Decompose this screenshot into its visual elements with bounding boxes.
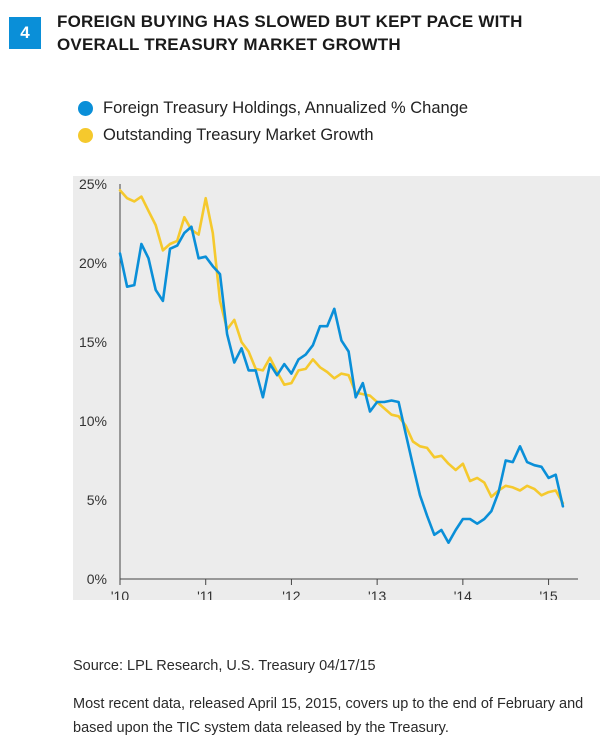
x-tick-label: '14 [454, 588, 472, 600]
figure-number-badge: 4 [9, 17, 41, 49]
legend-item-foreign-holdings: Foreign Treasury Holdings, Annualized % … [78, 95, 468, 122]
legend-label-foreign-holdings: Foreign Treasury Holdings, Annualized % … [103, 99, 469, 117]
x-tick-label: '11 [197, 588, 214, 600]
chart-legend: Foreign Treasury Holdings, Annualized % … [78, 95, 468, 149]
y-tick-label: 5% [87, 492, 107, 508]
y-tick-label: 0% [87, 571, 107, 587]
legend-marker-market-growth [78, 128, 93, 143]
legend-marker-foreign-holdings [78, 101, 93, 116]
legend-label-market-growth: Outstanding Treasury Market Growth [103, 126, 374, 144]
footnote: Most recent data, released April 15, 201… [73, 696, 584, 736]
x-tick-label: '13 [368, 588, 386, 600]
x-tick-label: '12 [282, 588, 300, 600]
source-line: Source: LPL Research, U.S. Treasury 04/1… [73, 658, 376, 674]
x-tick-label: '10 [111, 588, 129, 600]
chart-background [73, 176, 600, 600]
series-line-foreign-holdings [118, 225, 565, 544]
y-tick-label: 20% [79, 255, 107, 271]
y-tick-label: 10% [79, 413, 107, 429]
line-chart: 0% 5% 10% 15% 20% 25% '10 '11 '12 '13 '14 '15 [73, 176, 600, 604]
legend-item-market-growth: Outstanding Treasury Market Growth [78, 122, 468, 149]
x-tick-label: '15 [539, 588, 557, 600]
chart-area: 0% 5% 10% 15% 20% 25% '10 '11 '12 '13 '14 '15 [73, 176, 600, 604]
y-tick-label: 15% [79, 334, 107, 350]
chart-title: Foreign Buying Has Slowed but Kept Pace … [57, 12, 523, 54]
y-tick-label: 25% [79, 176, 107, 192]
